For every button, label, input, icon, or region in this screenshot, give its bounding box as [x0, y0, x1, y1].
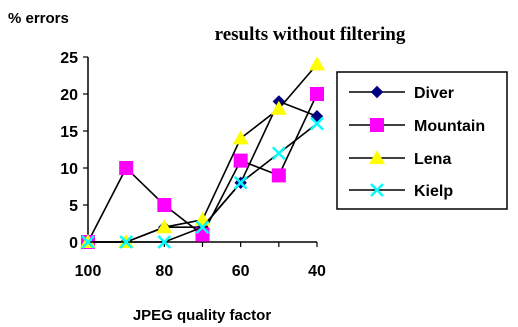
legend-label-lena: Lena: [414, 151, 451, 168]
x-tick-labels: 100 80 60 40: [75, 242, 326, 280]
data-point-mountain: [233, 153, 248, 168]
y-tick-label: 10: [60, 161, 78, 178]
legend-marker-lena: [369, 150, 385, 164]
legend-label-mountain: Mountain: [414, 118, 485, 135]
legend-item-diver: Diver: [349, 85, 454, 102]
data-point-lena: [309, 56, 325, 71]
y-tick-label: 20: [60, 87, 78, 104]
series-lena: [80, 56, 325, 248]
y-tick-label: 0: [69, 235, 78, 252]
legend-marker-mountain: [370, 118, 384, 132]
x-tick-label: 80: [155, 263, 173, 280]
legend-item-lena: Lena: [349, 150, 451, 168]
y-tick-label: 25: [60, 50, 78, 67]
legend-label-diver: Diver: [414, 85, 454, 102]
data-point-kielp: [119, 235, 134, 249]
y-axis-label: % errors: [8, 10, 69, 27]
legend: Diver Mountain Lena Kielp: [349, 85, 485, 200]
legend-item-mountain: Mountain: [349, 118, 485, 135]
data-point-lena: [270, 100, 287, 115]
data-point-kielp: [233, 175, 248, 190]
legend-marker-kielp: [370, 183, 384, 197]
legend-box: [336, 71, 508, 210]
data-point-kielp: [271, 146, 286, 161]
chart-title: results without filtering: [215, 24, 406, 45]
data-point-lena: [156, 219, 173, 234]
data-point-mountain: [157, 198, 172, 212]
series-kielp: [81, 116, 324, 249]
x-tick-label: 100: [75, 263, 102, 280]
data-point-mountain: [119, 161, 134, 175]
data-point-diver: [310, 109, 324, 123]
data-point-kielp: [195, 220, 210, 235]
data-point-kielp: [310, 116, 324, 131]
y-tick-label: 15: [60, 124, 78, 141]
data-point-lena: [194, 211, 211, 226]
x-axis-label: JPEG quality factor: [133, 307, 272, 324]
legend-item-kielp: Kielp: [349, 183, 453, 200]
legend-marker-diver: [370, 85, 384, 99]
data-point-lena: [232, 130, 249, 145]
data-point-kielp: [81, 235, 95, 249]
data-point-mountain: [310, 87, 324, 101]
y-tick-label: 5: [69, 198, 78, 215]
y-tick-labels: 0 5 10 15 20 25: [60, 50, 88, 252]
data-point-mountain: [271, 168, 286, 183]
x-tick-label: 60: [232, 263, 250, 280]
x-tick-label: 40: [308, 263, 326, 280]
series-layer: [80, 56, 325, 249]
legend-label-kielp: Kielp: [414, 183, 453, 200]
data-point-kielp: [157, 235, 172, 249]
